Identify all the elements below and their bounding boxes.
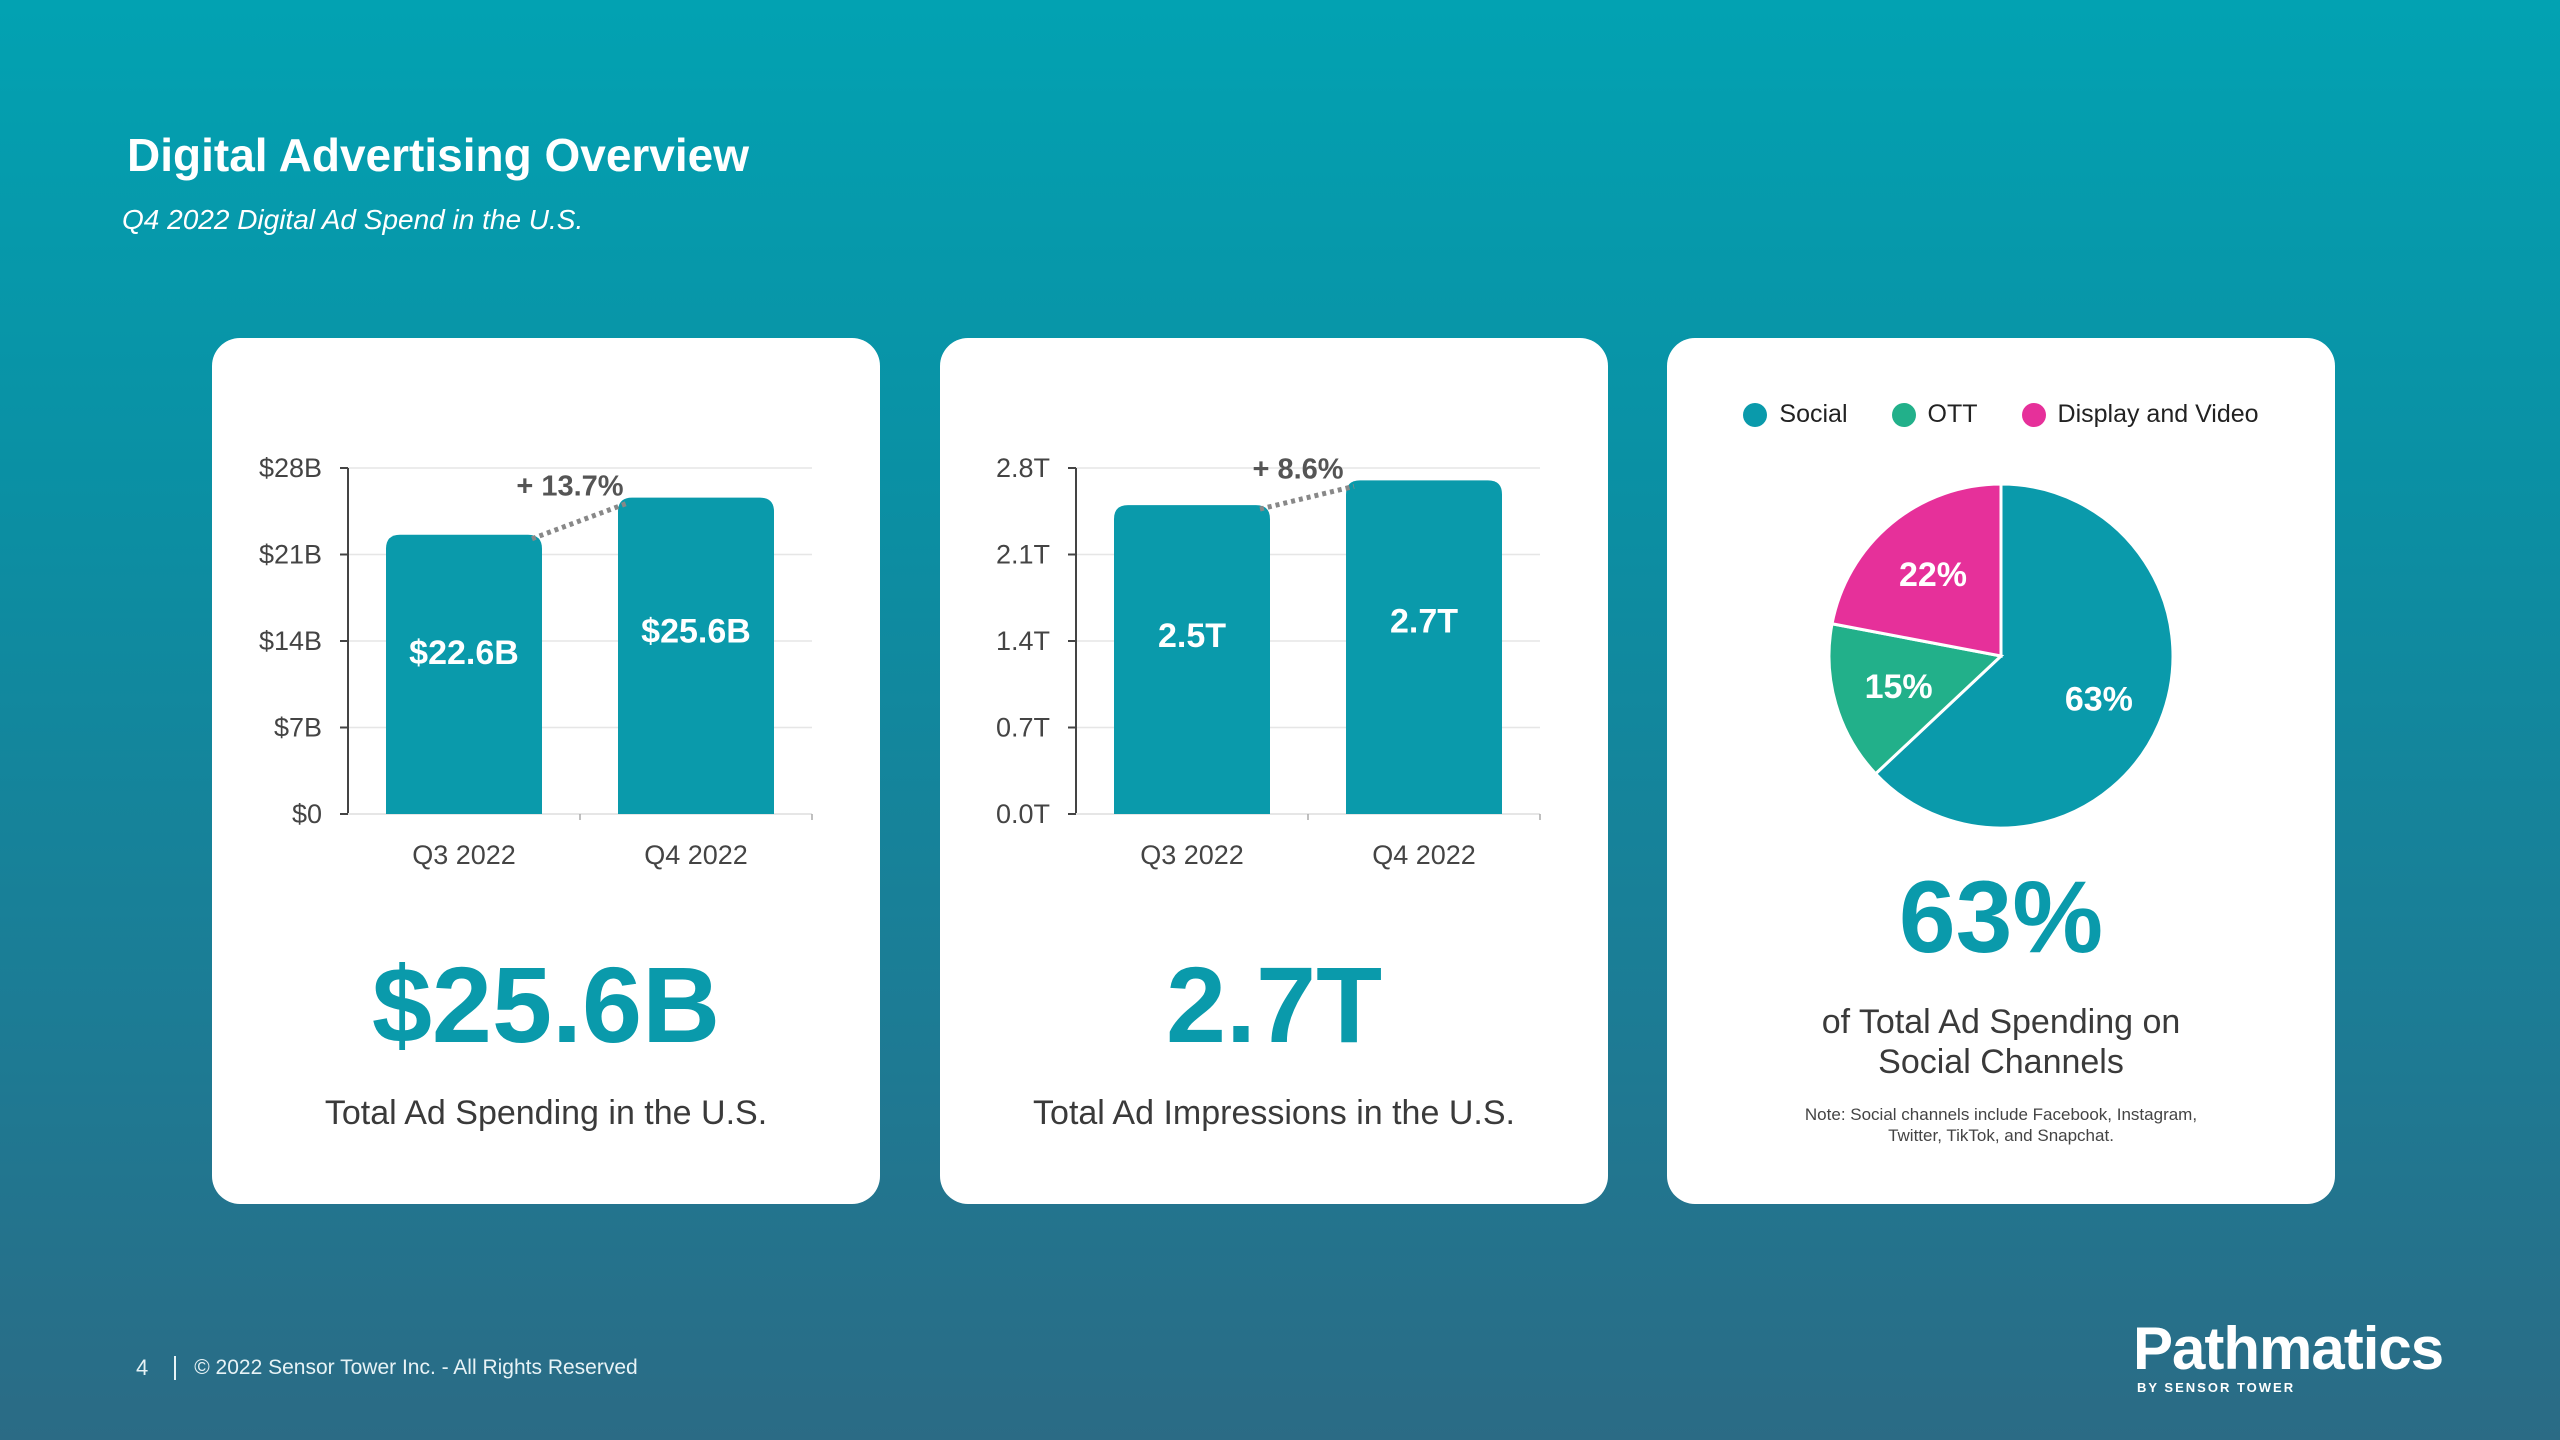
spend-bar (618, 497, 774, 814)
page-number: 4 (136, 1355, 149, 1380)
pie-slice-ott (1827, 622, 2005, 776)
impressions-y-tick-label: 2.8T (996, 453, 1050, 483)
social-channels-note-line1: Note: Social channels include Facebook, … (1804, 1105, 2198, 1124)
pathmatics-logo: Pathmatics BY SENSOR TOWER (2133, 1315, 2444, 1396)
impressions-y-tick-label: 0.0T (996, 799, 1050, 829)
footer-divider (174, 1356, 177, 1380)
ad-spend-caption: Total Ad Spending in the U.S. (324, 1094, 768, 1132)
social-share-value: 63% (1898, 860, 2104, 974)
pie-label-social: 63% (2065, 680, 2133, 718)
ad-impressions-total-value: 2.7T (1165, 944, 1383, 1065)
spend-change-connector (531, 501, 627, 542)
social-channels-note-line2: Twitter, TikTok, and Snapchat. (1888, 1126, 2114, 1145)
spend-x-tick-label: Q3 2022 (412, 840, 516, 870)
page-title: Digital Advertising Overview (127, 129, 750, 181)
social-share-caption-line1: of Total Ad Spending on (1821, 1003, 2181, 1041)
spend-y-tick-label: $28B (259, 453, 322, 483)
spend-change-label: + 13.7% (516, 471, 623, 503)
social-channels-note: Note: Social channels include Facebook, … (1761, 1104, 2241, 1146)
legend-dot-ott (1891, 402, 1916, 427)
impressions-bar-value-label: 2.7T (1390, 602, 1458, 640)
pie-label-display-video: 22% (1899, 556, 1967, 594)
legend-dot-social (1743, 402, 1768, 427)
copyright-text: © 2022 Sensor Tower Inc. - All Rights Re… (194, 1356, 638, 1379)
spend-bar-value-label: $22.6B (409, 634, 519, 672)
impressions-change-connector (1259, 483, 1355, 512)
legend-dot-display-video (2021, 402, 2046, 427)
impressions-x-tick-label: Q4 2022 (1372, 840, 1476, 870)
legend-label-social: Social (1779, 400, 1848, 428)
impressions-x-tick-label: Q3 2022 (1140, 840, 1244, 870)
ad-impressions-bar-chart: 0.0T 0.7T 1.4T 2.1T 2.8T 2.5T Q3 2022 2.7T Q4 20… (996, 453, 1541, 870)
pie-slice-social (1873, 482, 2175, 830)
impressions-bar-value-label: 2.5T (1158, 617, 1226, 655)
ad-spend-bar-chart: $0 $7B $14B $21B $28B $22.6B Q3 2022 $25.6B Q4 2… (259, 453, 813, 870)
social-share-caption-line2: Social Channels (1878, 1043, 2124, 1081)
spend-x-tick-label: Q4 2022 (644, 840, 748, 870)
impressions-bar (1114, 505, 1270, 814)
brand-byline: BY SENSOR TOWER (2137, 1380, 2296, 1395)
social-share-card: Social OTT Display and Video 63% 15% 22% 6… (1667, 338, 2335, 1204)
spend-y-tick-label: $14B (259, 626, 322, 656)
spend-y-tick-label: $0 (292, 799, 322, 829)
impressions-bar (1346, 480, 1502, 814)
impressions-y-tick-label: 0.7T (996, 713, 1050, 743)
brand-name: Pathmatics (2133, 1315, 2444, 1382)
footer: 4 © 2022 Sensor Tower Inc. - All Rights … (136, 1355, 638, 1381)
ad-impressions-card: 0.0T 0.7T 1.4T 2.1T 2.8T 2.5T Q3 2022 2.7T Q4 20… (940, 338, 1608, 1204)
legend-item-display-video: Display and Video (2021, 400, 2259, 429)
legend-item-ott: OTT (1891, 400, 1978, 429)
spend-bar-value-label: $25.6B (641, 613, 751, 651)
impressions-change-label: + 8.6% (1252, 453, 1343, 485)
spend-bar (386, 534, 542, 814)
legend-label-display-video: Display and Video (2057, 400, 2259, 428)
ad-spend-total-value: $25.6B (371, 944, 721, 1065)
pie-slice-display-video (1830, 482, 2003, 658)
spend-y-tick-label: $7B (274, 713, 322, 743)
ad-spend-card: $0 $7B $14B $21B $28B $22.6B Q3 2022 $25.6B Q4 2… (212, 338, 880, 1204)
impressions-y-tick-label: 2.1T (996, 540, 1050, 570)
ad-impressions-caption: Total Ad Impressions in the U.S. (1033, 1094, 1515, 1132)
social-share-caption: of Total Ad Spending on Social Channels (1667, 1002, 2335, 1082)
impressions-y-tick-label: 1.4T (996, 626, 1050, 656)
page-subtitle: Q4 2022 Digital Ad Spend in the U.S. (122, 204, 584, 235)
pie-label-ott: 15% (1865, 668, 1933, 706)
spend-y-tick-label: $21B (259, 540, 322, 570)
legend-item-social: Social (1743, 400, 1848, 429)
spend-share-pie-chart: 63% 15% 22% (1827, 482, 2175, 830)
pie-legend: Social OTT Display and Video (1667, 400, 2335, 429)
legend-label-ott: OTT (1927, 400, 1978, 428)
